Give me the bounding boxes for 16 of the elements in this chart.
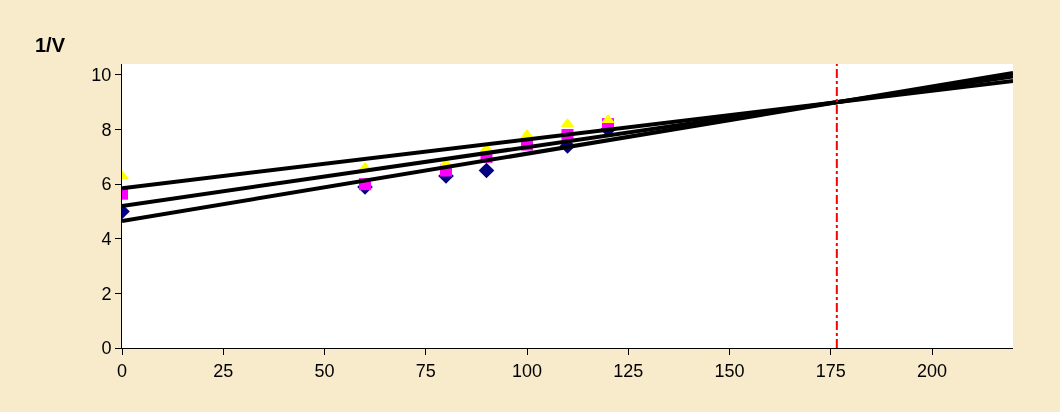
x-tick-label: 100 (511, 360, 543, 381)
y-tick-label: 6 (101, 174, 112, 195)
x-tick-label: 150 (714, 360, 745, 381)
x-tick-label: 75 (415, 360, 436, 381)
y-tick-label: 10 (91, 65, 112, 86)
y-tick-label: 4 (101, 229, 112, 250)
y-tick-label: 2 (101, 283, 112, 304)
x-tick-label: 25 (213, 360, 234, 381)
y-tick-label: 8 (101, 119, 112, 140)
x-tick-label: 175 (815, 360, 846, 381)
x-tick-label: 200 (916, 360, 948, 381)
x-tick-label: 125 (613, 360, 644, 381)
y-axis-title: 1/V (35, 34, 66, 56)
x-tick-label: 50 (314, 360, 335, 381)
x-tick-label: 0 (116, 360, 128, 381)
y-tick-label: 0 (101, 338, 112, 359)
